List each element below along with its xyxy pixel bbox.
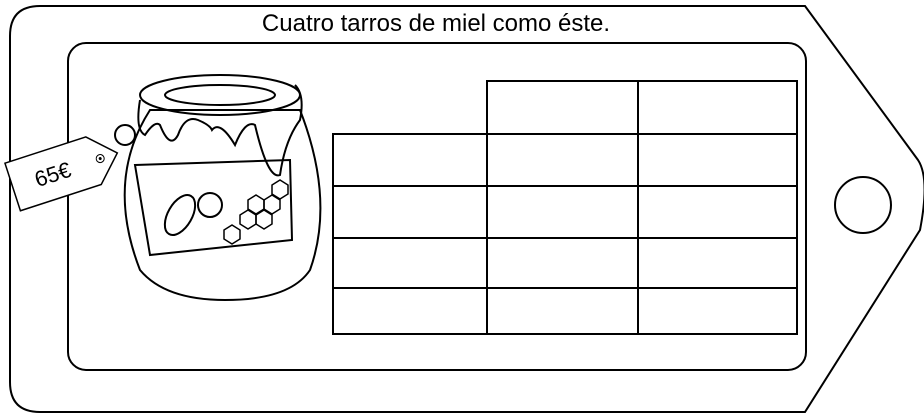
table-border [332,133,798,335]
honey-jar [114,74,322,302]
tag-hole [834,176,892,234]
inner-frame [67,42,807,371]
title: Cuatro tarros de miel como éste. [262,10,610,37]
price-tag: 65€ [4,136,119,212]
tag-outline [9,5,924,413]
table [332,80,798,335]
table-border [486,80,798,335]
